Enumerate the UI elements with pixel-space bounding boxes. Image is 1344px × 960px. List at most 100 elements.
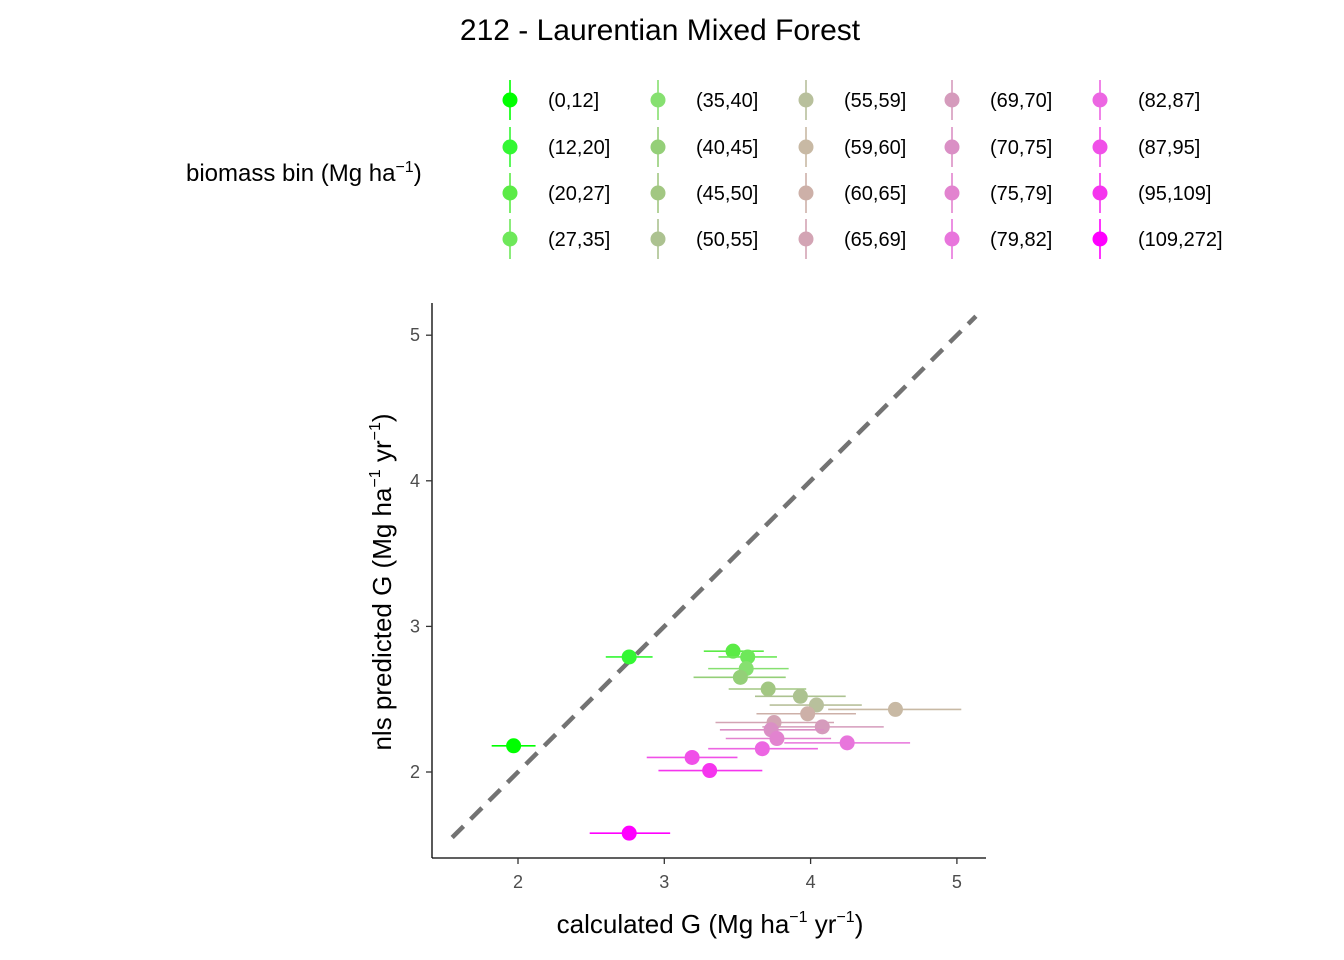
legend-label: (69,70] (990, 90, 1052, 112)
legend-item-18: (95,109] (1092, 173, 1211, 213)
legend-key-point (798, 139, 814, 155)
legend-label: (45,50] (696, 183, 758, 205)
legend-item-4: (35,40] (650, 80, 758, 120)
legend-key-point (1092, 92, 1108, 108)
point-group-15 (784, 735, 911, 751)
point-group-16 (708, 741, 818, 757)
data-point (754, 741, 770, 757)
y-tick-label-4: 4 (410, 471, 420, 491)
y-axis-title: nls predicted G (Mg ha−1 yr−1) (367, 413, 397, 750)
legend-label: (35,40] (696, 90, 758, 112)
axes (431, 303, 986, 859)
legend-key-point (1092, 231, 1108, 247)
legend-key-point (798, 185, 814, 201)
y-tick-label-3: 3 (410, 616, 420, 636)
point-group-6 (728, 681, 807, 697)
legend-key-point (650, 92, 666, 108)
point-group-1 (605, 649, 653, 665)
y-tick-label-2: 2 (410, 762, 420, 782)
data-point (839, 735, 855, 751)
legend-item-15: (79,82] (944, 219, 1052, 259)
point-group-0 (491, 738, 536, 754)
legend: (0,12] (12,20] (20,27] (27,35] (35,40] (40,45… (502, 80, 1223, 259)
one-to-one-line (450, 314, 978, 840)
data-point (769, 731, 785, 747)
point-group-17 (646, 749, 738, 765)
legend-label: (82,87] (1138, 90, 1200, 112)
data-point (814, 719, 830, 735)
legend-key-point (650, 231, 666, 247)
data-point (621, 825, 637, 841)
legend-label: (59,60] (844, 137, 906, 159)
data-point (732, 669, 748, 685)
legend-item-5: (40,45] (650, 127, 758, 167)
point-group-9 (828, 701, 962, 717)
legend-key-point (798, 231, 814, 247)
legend-key-point (650, 185, 666, 201)
point-group-19 (589, 825, 671, 841)
point-group-10 (756, 706, 856, 722)
legend-item-6: (45,50] (650, 173, 758, 213)
legend-item-1: (12,20] (502, 127, 610, 167)
x-tick-label-5: 5 (952, 872, 962, 892)
legend-key-point (502, 92, 518, 108)
legend-key-point (944, 185, 960, 201)
point-group-2 (703, 643, 764, 659)
legend-item-7: (50,55] (650, 219, 758, 259)
legend-item-14: (75,79] (944, 173, 1052, 213)
legend-label: (40,45] (696, 137, 758, 159)
data-point (800, 706, 816, 722)
point-group-12 (762, 719, 884, 735)
legend-label: (79,82] (990, 229, 1052, 251)
legend-label: (20,27] (548, 183, 610, 205)
legend-key-point (944, 231, 960, 247)
legend-item-2: (20,27] (502, 173, 610, 213)
legend-item-17: (87,95] (1092, 127, 1200, 167)
x-tick-label-3: 3 (659, 872, 669, 892)
legend-label: (60,65] (844, 183, 906, 205)
data-point (740, 649, 756, 665)
point-group-8 (769, 697, 862, 713)
legend-key-point (1092, 185, 1108, 201)
legend-label: (50,55] (696, 229, 758, 251)
reference-line (450, 314, 978, 840)
x-tick-label-4: 4 (806, 872, 816, 892)
legend-item-0: (0,12] (502, 80, 599, 120)
legend-item-3: (27,35] (502, 219, 610, 259)
data-point (621, 649, 637, 665)
point-group-4 (708, 661, 789, 677)
legend-key-point (944, 92, 960, 108)
data-marks (491, 643, 962, 841)
data-point (725, 643, 741, 659)
legend-label: (12,20] (548, 137, 610, 159)
legend-label: (70,75] (990, 137, 1052, 159)
legend-item-10: (60,65] (798, 173, 906, 213)
point-group-3 (718, 649, 777, 665)
legend-key-point (944, 139, 960, 155)
x-axis-title: calculated G (Mg ha−1 yr−1) (557, 909, 864, 939)
data-point (684, 749, 700, 765)
legend-key-point (798, 92, 814, 108)
data-point (702, 763, 718, 779)
legend-key-point (502, 185, 518, 201)
chart-title: 212 - Laurentian Mixed Forest (460, 14, 861, 47)
legend-item-19: (109,272] (1092, 219, 1223, 259)
legend-label: (75,79] (990, 183, 1052, 205)
data-point (760, 681, 776, 697)
legend-item-13: (70,75] (944, 127, 1052, 167)
legend-label: (109,272] (1138, 229, 1223, 251)
legend-item-9: (59,60] (798, 127, 906, 167)
legend-label: (65,69] (844, 229, 906, 251)
legend-label: (27,35] (548, 229, 610, 251)
legend-label: (55,59] (844, 90, 906, 112)
legend-key-point (1092, 139, 1108, 155)
legend-item-16: (82,87] (1092, 80, 1200, 120)
legend-key-point (502, 231, 518, 247)
point-group-7 (755, 688, 846, 704)
data-point (887, 701, 903, 717)
y-tick-label-5: 5 (410, 325, 420, 345)
data-point (792, 688, 808, 704)
point-group-18 (658, 763, 763, 779)
legend-item-8: (55,59] (798, 80, 906, 120)
